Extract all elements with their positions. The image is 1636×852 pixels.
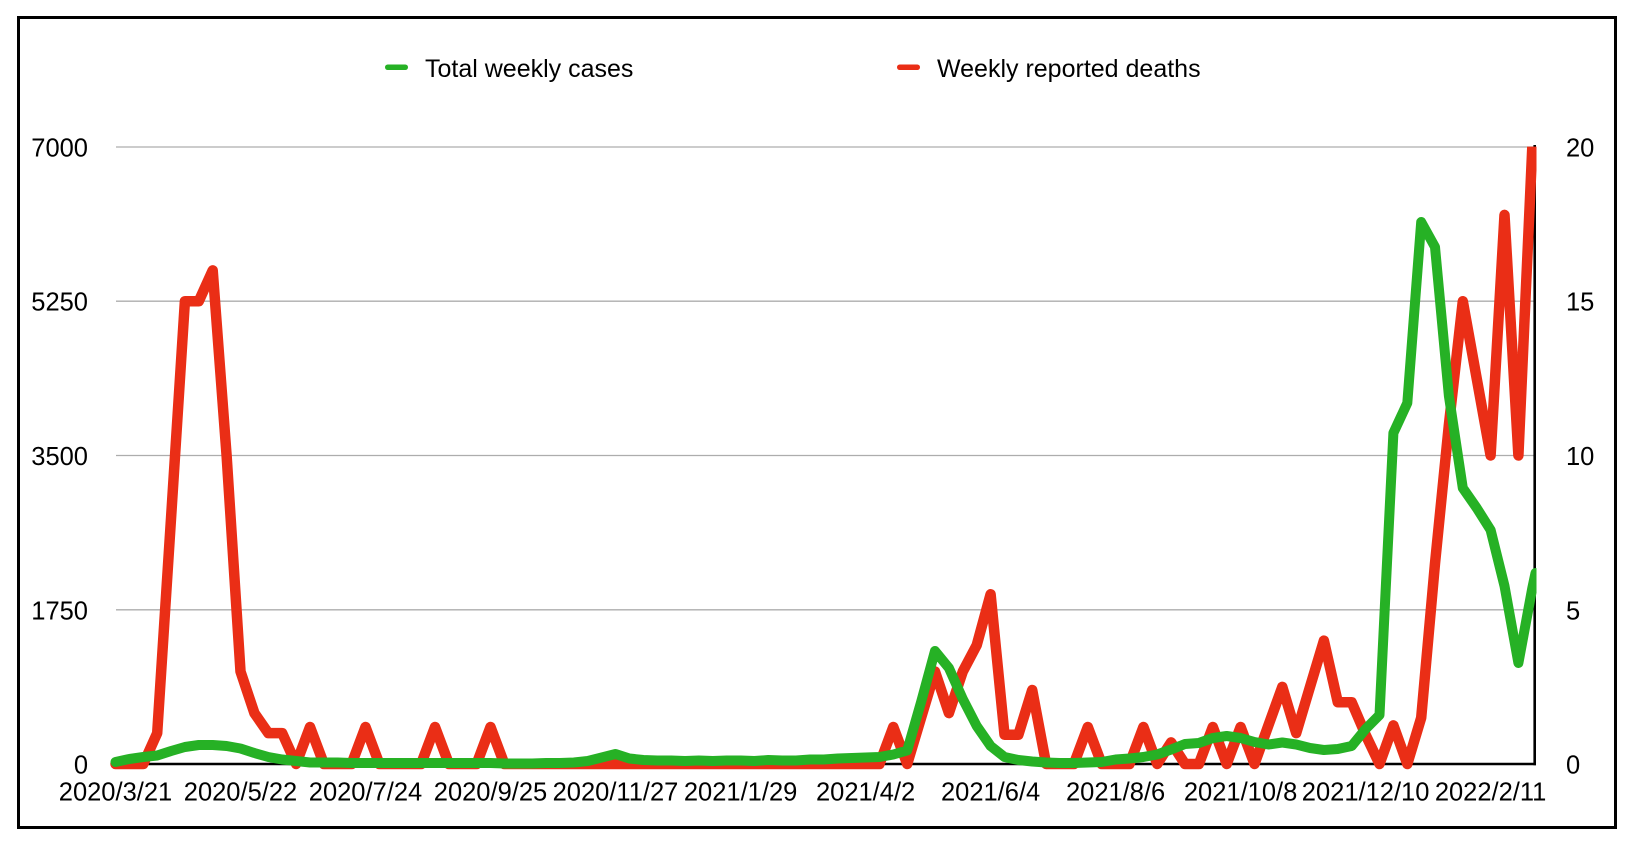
svg-text:2021/6/4: 2021/6/4 (941, 779, 1040, 807)
svg-text:2020/7/24: 2020/7/24 (309, 779, 422, 807)
svg-text:5250: 5250 (31, 289, 88, 317)
svg-text:15: 15 (1566, 289, 1594, 317)
svg-text:2020/3/21: 2020/3/21 (59, 779, 172, 807)
svg-text:0: 0 (1566, 752, 1580, 780)
svg-text:Total weekly cases: Total weekly cases (425, 55, 633, 83)
svg-text:2021/10/8: 2021/10/8 (1184, 779, 1297, 807)
svg-text:7000: 7000 (31, 135, 88, 163)
svg-text:2021/12/10: 2021/12/10 (1302, 779, 1430, 807)
svg-text:Weekly reported deaths: Weekly reported deaths (937, 55, 1201, 83)
svg-text:2020/9/25: 2020/9/25 (434, 779, 547, 807)
svg-text:0: 0 (74, 752, 88, 780)
svg-text:2021/8/6: 2021/8/6 (1066, 779, 1165, 807)
svg-text:2021/4/2: 2021/4/2 (816, 779, 915, 807)
svg-text:2022/2/11: 2022/2/11 (1435, 779, 1547, 807)
svg-text:20: 20 (1566, 135, 1594, 163)
svg-text:5: 5 (1566, 597, 1580, 625)
svg-text:2020/11/27: 2020/11/27 (553, 779, 679, 807)
svg-text:1750: 1750 (31, 597, 88, 625)
svg-text:3500: 3500 (31, 443, 88, 471)
svg-text:2021/1/29: 2021/1/29 (684, 779, 797, 807)
svg-text:2020/5/22: 2020/5/22 (184, 779, 297, 807)
svg-text:10: 10 (1566, 443, 1594, 471)
